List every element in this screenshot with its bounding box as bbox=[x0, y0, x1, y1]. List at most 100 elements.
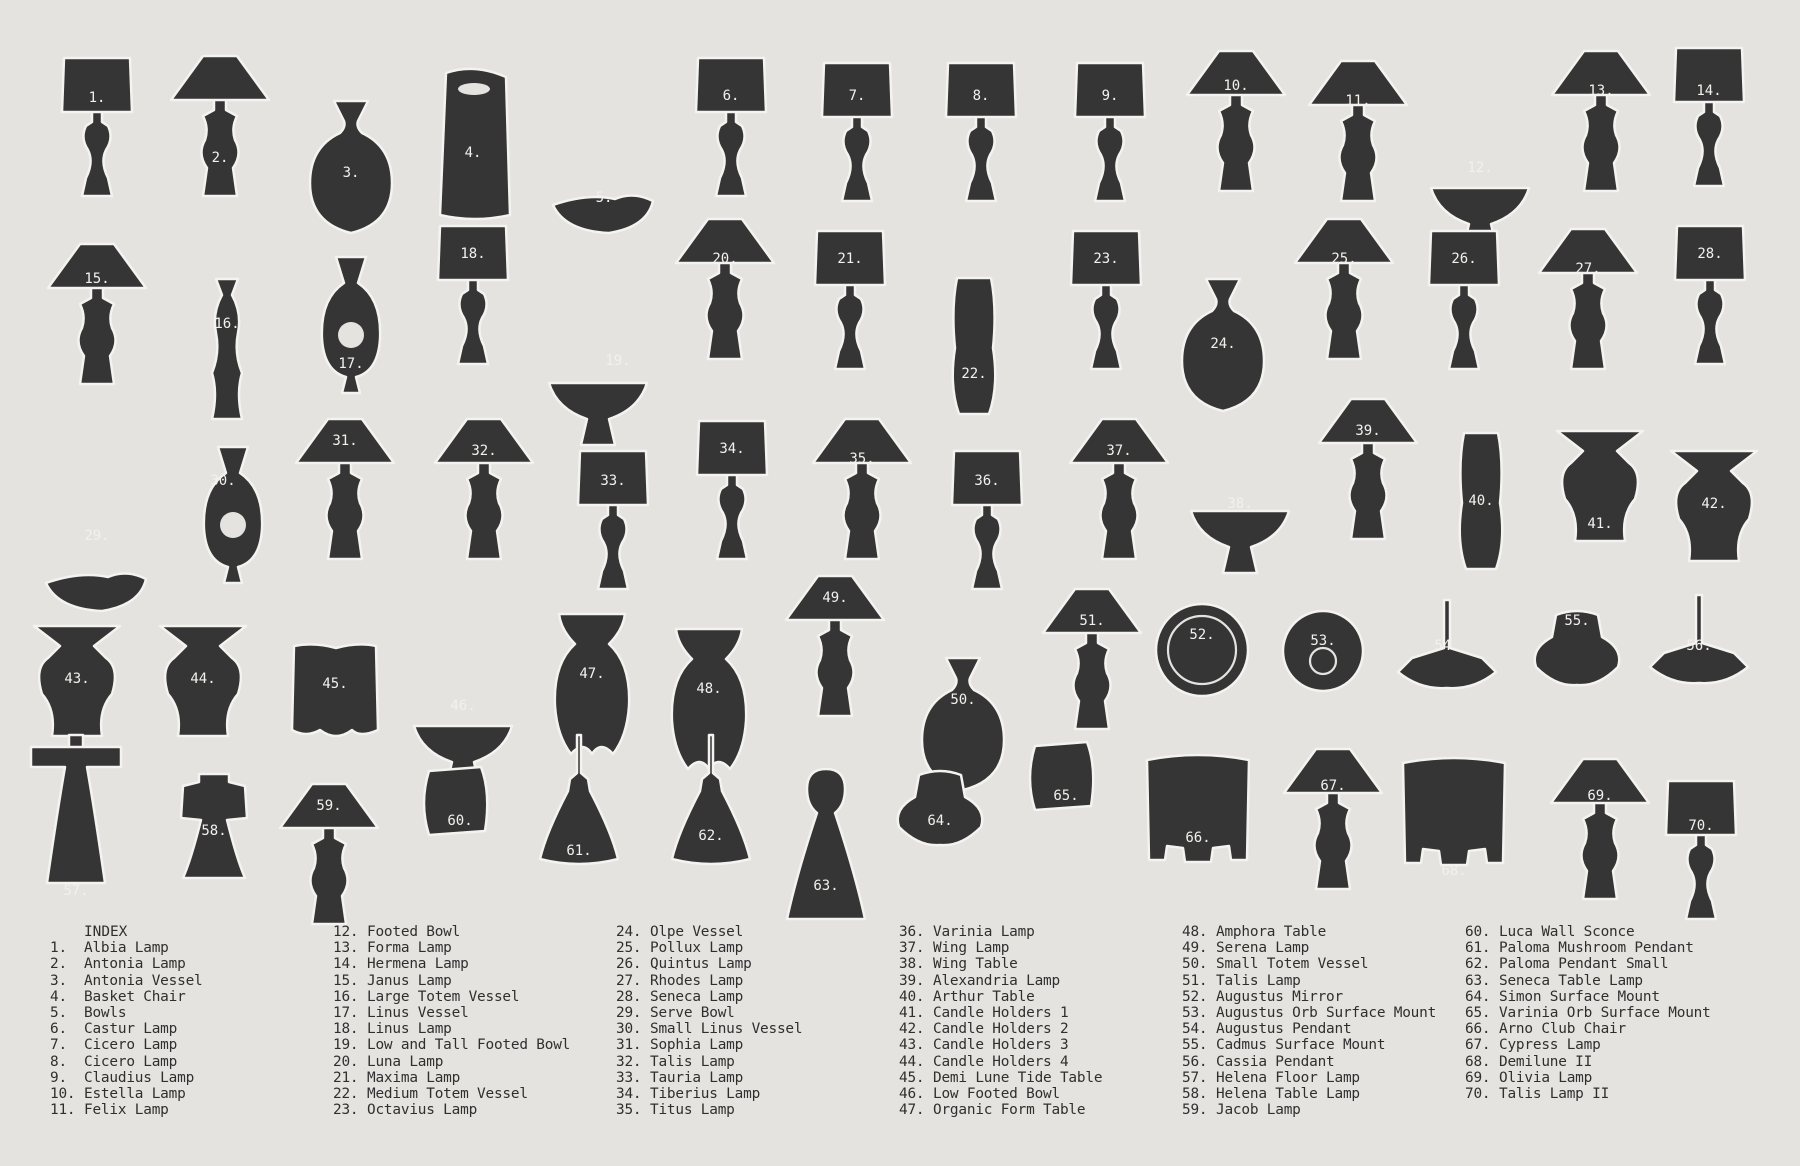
silhouette-item-53: 53. bbox=[1268, 593, 1378, 758]
index-entry-name: Arno Club Chair bbox=[1499, 1021, 1626, 1038]
index-column-5: 48. Amphora Table 49. Serena Lamp 50. Small T… bbox=[1182, 924, 1465, 1118]
silhouette-item-15: 15. bbox=[42, 238, 152, 403]
index-entry-number: 28. bbox=[616, 988, 642, 1005]
silhouette-number-label: 14. bbox=[1696, 83, 1722, 99]
index-entry-name: Candle Holders 4 bbox=[933, 1053, 1069, 1070]
index-entry-name: Footed Bowl bbox=[367, 924, 461, 940]
index-entry-number: 53. bbox=[1182, 1004, 1208, 1021]
silhouette-item-3: 3. bbox=[296, 95, 406, 260]
silhouette-item-58: 58. bbox=[159, 768, 269, 933]
lampC-silhouette-icon bbox=[811, 417, 913, 561]
silhouette-number-label: 24. bbox=[1210, 336, 1236, 352]
silhouette-item-61: 61. bbox=[524, 733, 634, 898]
silhouette-number-label: 19. bbox=[605, 353, 631, 369]
lampA-silhouette-icon bbox=[576, 449, 650, 591]
silhouette-number-label: 11. bbox=[1345, 93, 1371, 109]
silhouette-number-label: 9. bbox=[1101, 88, 1119, 104]
index-entry: 52. Augustus Mirror bbox=[1182, 989, 1465, 1005]
index-entry: 15. Janus Lamp bbox=[333, 973, 616, 989]
index-entry-name: Janus Lamp bbox=[367, 972, 452, 989]
silhouette-item-33: 33. bbox=[558, 443, 668, 608]
candle-silhouette-icon bbox=[1555, 429, 1645, 543]
index-entry-name: Augustus Mirror bbox=[1216, 988, 1343, 1005]
silhouette-number-label: 18. bbox=[460, 246, 486, 262]
silhouette-number-label: 3. bbox=[342, 165, 360, 181]
index-entry: 47. Organic Form Table bbox=[899, 1102, 1182, 1118]
candle-silhouette-icon bbox=[158, 624, 248, 738]
silhouette-number-label: 64. bbox=[927, 813, 953, 829]
totemThin-silhouette-icon bbox=[210, 277, 244, 421]
index-entry: 62. Paloma Pendant Small bbox=[1465, 956, 1748, 972]
index-entry-number: 46. bbox=[899, 1085, 925, 1102]
index-entry: 45. Demi Lune Tide Table bbox=[899, 1070, 1182, 1086]
index-entry-number: 36. bbox=[899, 924, 925, 940]
silhouette-item-35: 35. bbox=[807, 413, 917, 578]
silhouette-item-47: 47. bbox=[537, 608, 647, 773]
silhouette-number-label: 68. bbox=[1441, 863, 1467, 879]
silhouette-item-66: 66. bbox=[1143, 750, 1253, 915]
index-entry: 25. Pollux Lamp bbox=[616, 940, 899, 956]
index-entry-number: 40. bbox=[899, 988, 925, 1005]
silhouette-item-42: 42. bbox=[1659, 443, 1769, 608]
index-entry-number: 57. bbox=[1182, 1069, 1208, 1086]
index-entry: 65. Varinia Orb Surface Mount bbox=[1465, 1005, 1748, 1021]
index-entry-number: 47. bbox=[899, 1102, 925, 1119]
index-entry-number: 33. bbox=[616, 1069, 642, 1086]
index-entry: 42. Candle Holders 2 bbox=[899, 1021, 1182, 1037]
index-entry-name: Organic Form Table bbox=[933, 1102, 1086, 1119]
silhouette-item-31: 31. bbox=[290, 413, 400, 578]
index-entry-number: 9. bbox=[50, 1069, 67, 1086]
lampA-silhouette-icon bbox=[694, 56, 768, 198]
silhouette-item-32: 32. bbox=[429, 413, 539, 578]
index-entry-number: 49. bbox=[1182, 940, 1208, 957]
silhouette-number-label: 37. bbox=[1106, 443, 1132, 459]
lampC-silhouette-icon bbox=[1317, 397, 1419, 541]
silhouette-item-28: 28. bbox=[1655, 218, 1765, 383]
silhouette-item-36: 36. bbox=[932, 443, 1042, 608]
silhouette-number-label: 10. bbox=[1223, 78, 1249, 94]
silhouette-number-label: 16. bbox=[214, 316, 240, 332]
index-entry-name: Wing Lamp bbox=[933, 940, 1010, 957]
lampA-silhouette-icon bbox=[944, 61, 1018, 203]
index-entry: 34. Tiberius Lamp bbox=[616, 1086, 899, 1102]
surfaceMount-silhouette-icon bbox=[896, 769, 984, 847]
lampC-silhouette-icon bbox=[278, 782, 380, 926]
index-entry: 56. Cassia Pendant bbox=[1182, 1054, 1465, 1070]
index-entry-number: 67. bbox=[1465, 1037, 1491, 1054]
silhouette-number-label: 53. bbox=[1310, 633, 1336, 649]
silhouette-number-label: 66. bbox=[1185, 830, 1211, 846]
index-entry-name: Varinia Orb Surface Mount bbox=[1499, 1004, 1711, 1021]
index-entry-number: 37. bbox=[899, 940, 925, 957]
silhouette-number-label: 7. bbox=[848, 88, 866, 104]
silhouette-number-label: 35. bbox=[849, 451, 875, 467]
index-entry-number: 21. bbox=[333, 1069, 359, 1086]
lampC-silhouette-icon bbox=[294, 417, 396, 561]
index-entry-number: 63. bbox=[1465, 972, 1491, 989]
silhouette-item-70: 70. bbox=[1646, 773, 1756, 938]
vesselRound-silhouette-icon bbox=[1180, 277, 1266, 413]
silhouette-item-38: 38. bbox=[1185, 463, 1295, 628]
index-entry-name: Arthur Table bbox=[933, 988, 1035, 1005]
index-entry-name: Demi Lune Tide Table bbox=[933, 1069, 1103, 1086]
index-entry: 55. Cadmus Surface Mount bbox=[1182, 1037, 1465, 1053]
index-entry: 41. Candle Holders 1 bbox=[899, 1005, 1182, 1021]
index-entry-name: Paloma Pendant Small bbox=[1499, 956, 1669, 973]
silhouette-item-55: 55. bbox=[1522, 593, 1632, 758]
index-entry-name: Talis Lamp II bbox=[1499, 1085, 1610, 1102]
silhouette-number-label: 59. bbox=[316, 798, 342, 814]
block-silhouette-icon bbox=[290, 643, 380, 738]
index-entry-name: Talis Lamp bbox=[650, 1053, 735, 1070]
index-entry: 43. Candle Holders 3 bbox=[899, 1037, 1182, 1053]
index-entry-name: Sophia Lamp bbox=[650, 1037, 744, 1054]
silhouette-number-label: 63. bbox=[813, 878, 839, 894]
lampA-silhouette-icon bbox=[1073, 61, 1147, 203]
index-entry-name: Seneca Table Lamp bbox=[1499, 972, 1643, 989]
pendantCone-silhouette-icon bbox=[670, 733, 752, 866]
lampC-silhouette-icon bbox=[1307, 59, 1409, 203]
index-entry-number: 48. bbox=[1182, 924, 1208, 940]
index-entry-name: Olivia Lamp bbox=[1499, 1069, 1593, 1086]
candle-silhouette-icon bbox=[32, 624, 122, 738]
index-entry-number: 62. bbox=[1465, 956, 1491, 973]
clubChair-silhouette-icon bbox=[1401, 756, 1507, 867]
index-entry: 16. Large Totem Vessel bbox=[333, 989, 616, 1005]
